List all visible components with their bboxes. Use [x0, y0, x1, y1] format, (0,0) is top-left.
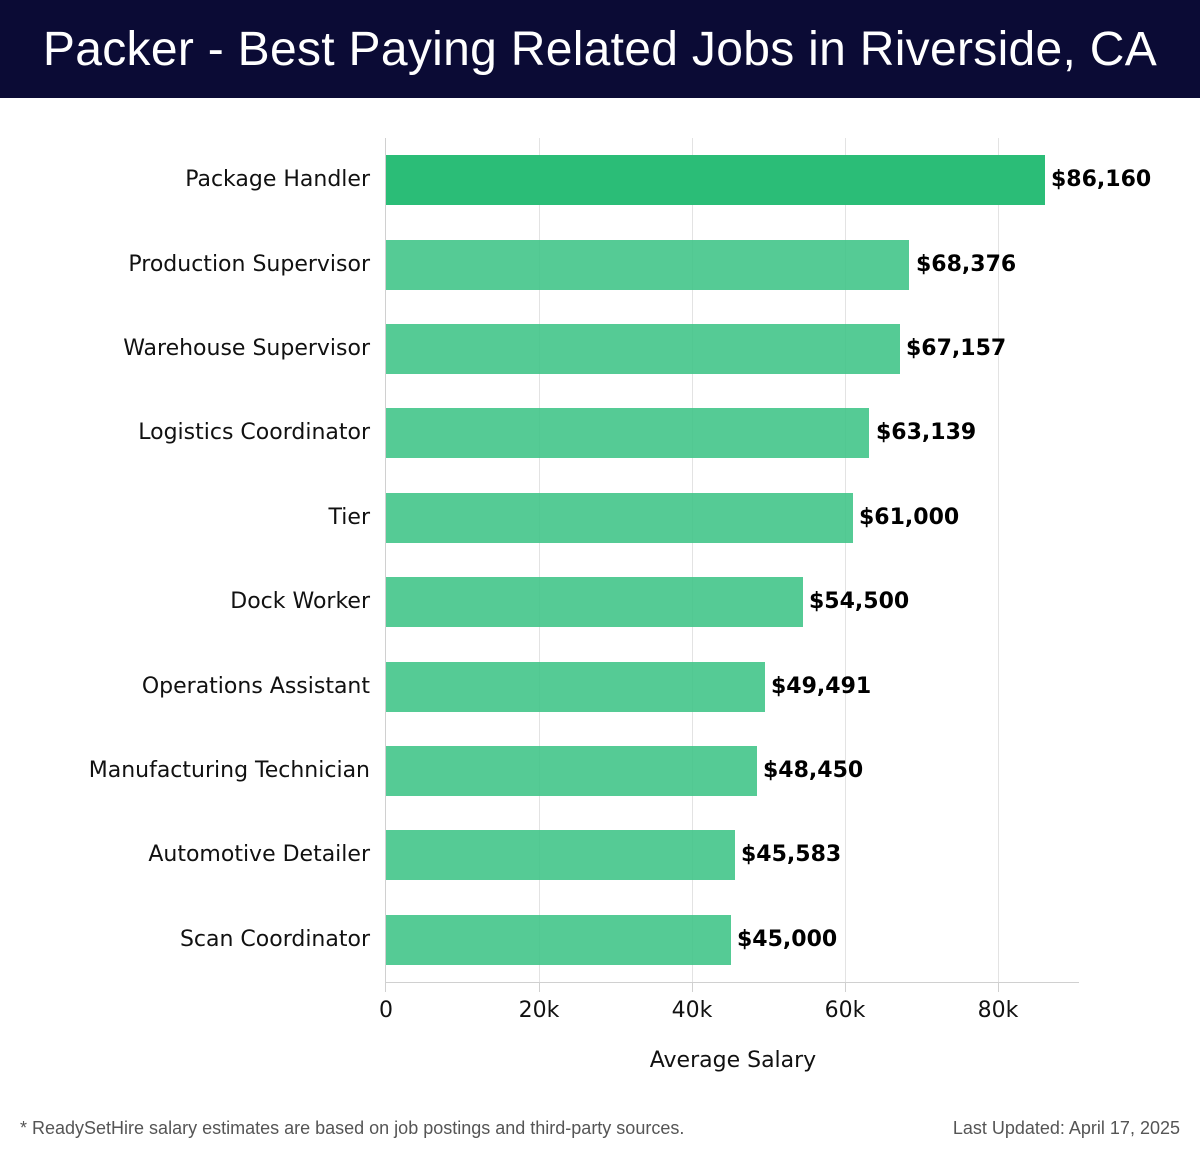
chart-header: Packer - Best Paying Related Jobs in Riv…	[0, 0, 1200, 98]
bar-package-handler	[386, 155, 1045, 205]
category-label: Package Handler	[185, 167, 370, 192]
category-label: Production Supervisor	[128, 252, 370, 277]
bar-production-supervisor	[386, 240, 909, 290]
x-tick-label: 80k	[977, 998, 1019, 1023]
x-tick-label: 60k	[824, 998, 866, 1023]
value-label: $61,000	[859, 505, 960, 530]
value-label: $48,450	[763, 758, 864, 783]
bar-automotive-detailer	[386, 830, 735, 880]
value-label: $45,000	[737, 927, 838, 952]
chart-title: Packer - Best Paying Related Jobs in Riv…	[42, 22, 1158, 76]
category-label: Manufacturing Technician	[88, 758, 370, 783]
category-label: Warehouse Supervisor	[123, 336, 370, 361]
gridline-20k	[539, 138, 540, 982]
x-tick	[539, 982, 540, 992]
last-updated: Last Updated: April 17, 2025	[952, 1118, 1180, 1138]
gridline-60k	[845, 138, 846, 982]
category-label: Dock Worker	[230, 589, 370, 614]
bar-scan-coordinator	[386, 915, 731, 965]
x-tick-label: 40k	[671, 998, 713, 1023]
bar-logistics-coordinator	[386, 408, 869, 458]
category-label: Scan Coordinator	[179, 927, 370, 952]
category-label: Tier	[328, 505, 370, 530]
gridline-80k	[998, 138, 999, 982]
gridline-40k	[692, 138, 693, 982]
x-tick	[845, 982, 846, 992]
value-label: $49,491	[771, 674, 872, 699]
bar-warehouse-supervisor	[386, 324, 900, 374]
x-tick-label: 0	[379, 998, 393, 1023]
x-tick	[385, 982, 386, 992]
value-label: $63,139	[876, 420, 977, 445]
x-axis-title: Average Salary	[649, 1048, 817, 1073]
value-label: $54,500	[809, 589, 910, 614]
category-label: Operations Assistant	[141, 674, 370, 699]
value-label: $68,376	[916, 252, 1017, 277]
value-label: $67,157	[906, 336, 1007, 361]
category-label: Logistics Coordinator	[138, 420, 370, 445]
x-tick	[692, 982, 693, 992]
source-footnote: * ReadySetHire salary estimates are base…	[20, 1118, 685, 1138]
bar-manufacturing-technician	[386, 746, 757, 796]
value-label: $86,160	[1051, 167, 1152, 192]
bar-dock-worker	[386, 577, 803, 627]
x-axis-line	[385, 982, 1079, 983]
value-label: $45,583	[741, 842, 842, 867]
x-tick	[998, 982, 999, 992]
x-tick-label: 20k	[518, 998, 560, 1023]
bar-tier	[386, 493, 853, 543]
category-label: Automotive Detailer	[148, 842, 370, 867]
bar-operations-assistant	[386, 662, 765, 712]
y-axis-line	[385, 138, 386, 992]
